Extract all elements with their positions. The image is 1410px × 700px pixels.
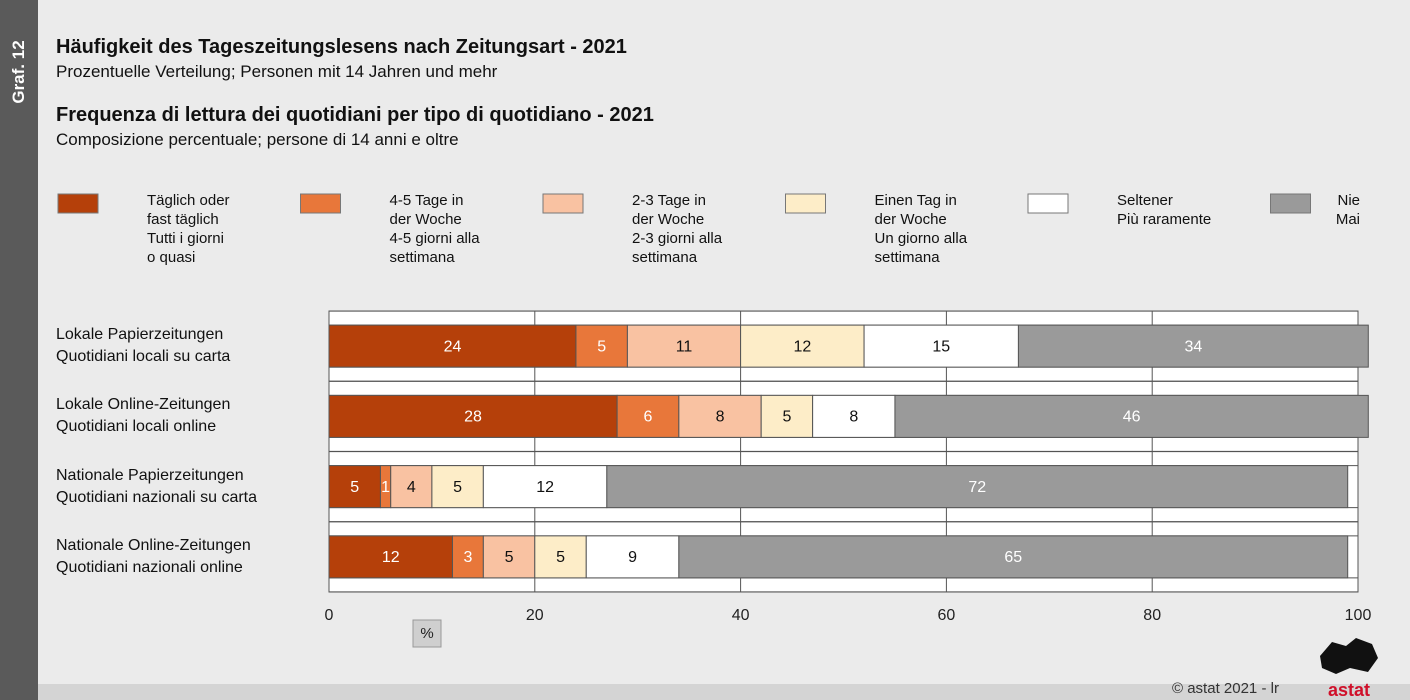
legend-label: 2-3 Tage in der Woche 2-3 giorni alla se… bbox=[632, 192, 723, 266]
category-label: Nationale Papierzeitungen Quotidiani naz… bbox=[56, 466, 258, 506]
legend-swatch bbox=[1270, 193, 1311, 214]
bar-segment bbox=[328, 465, 381, 509]
legend-swatch bbox=[1027, 193, 1069, 214]
bar-segment bbox=[616, 394, 680, 438]
category-label: Lokale Online-Zeitungen Quotidiani local… bbox=[56, 396, 231, 436]
x-tick-label: 40 bbox=[732, 607, 750, 624]
bar-value-label: 72 bbox=[968, 479, 986, 496]
bar-segment bbox=[575, 324, 628, 368]
bar-value-label: 9 bbox=[628, 549, 637, 566]
bar-value-label: 65 bbox=[1004, 549, 1022, 566]
chart-subtitle-it: Composizione percentuale; persone di 14 … bbox=[56, 130, 459, 149]
legend-label: Täglich oder fast täglich Tutti i giorni… bbox=[147, 192, 230, 266]
category-label: Nationale Online-Zeitungen Quotidiani na… bbox=[56, 536, 251, 576]
bar-segment bbox=[1017, 324, 1369, 368]
logo-shape bbox=[1320, 638, 1378, 674]
bar-value-label: 5 bbox=[453, 479, 462, 496]
legend-swatch bbox=[542, 193, 584, 214]
bar-value-label: 11 bbox=[676, 338, 693, 355]
bar-segment bbox=[585, 535, 680, 579]
logo: astat bbox=[1328, 680, 1371, 700]
legend-label: Nie Mai bbox=[1335, 192, 1360, 228]
bar-value-label: 6 bbox=[644, 409, 653, 426]
x-label-box bbox=[412, 619, 442, 648]
x-tick-label: 60 bbox=[938, 607, 956, 624]
bar-segment bbox=[678, 535, 1349, 579]
x-tick-label: 80 bbox=[1143, 607, 1161, 624]
bar-value-label: 4 bbox=[407, 479, 416, 496]
bar-segment bbox=[812, 394, 896, 438]
footer-bar bbox=[38, 684, 1410, 700]
bar-value-label: 8 bbox=[716, 409, 725, 426]
bar-value-label: 12 bbox=[793, 338, 811, 355]
legend-swatch bbox=[57, 193, 99, 214]
bar-segment bbox=[451, 535, 484, 579]
bar-value-label: 5 bbox=[350, 479, 359, 496]
legend-label: 4-5 Tage in der Woche 4-5 giorni alla se… bbox=[389, 192, 480, 266]
bar-value-label: 12 bbox=[382, 549, 400, 566]
bar-segment bbox=[626, 324, 742, 368]
bar-segment bbox=[328, 535, 453, 579]
legend-label: Einen Tag in der Woche Un giorno alla se… bbox=[874, 192, 968, 266]
bar-segment bbox=[863, 324, 1019, 368]
chart-title: Häufigkeit des Tageszeitungslesens nach … bbox=[56, 36, 627, 58]
category-label: Lokale Papierzeitungen Quotidiani locali… bbox=[56, 326, 231, 366]
x-tick-label: 100 bbox=[1345, 607, 1372, 624]
bar-value-label: 12 bbox=[536, 479, 554, 496]
chart-title-it: Frequenza di lettura dei quotidiani per … bbox=[56, 104, 654, 126]
bar-segment bbox=[390, 465, 433, 509]
x-label: % bbox=[420, 625, 433, 642]
bar-segment bbox=[606, 465, 1349, 509]
bar-value-label: 5 bbox=[505, 549, 514, 566]
side-strip bbox=[0, 0, 38, 700]
logo-blob bbox=[1320, 638, 1378, 674]
bar-value-label: 5 bbox=[597, 338, 606, 355]
bar-segment bbox=[678, 394, 762, 438]
bar-value-label: 8 bbox=[849, 409, 858, 426]
bar-value-label: 5 bbox=[556, 549, 565, 566]
legend-label: Seltener Più raramente bbox=[1117, 192, 1212, 228]
bar-value-label: 3 bbox=[463, 549, 472, 566]
bar-value-label: 24 bbox=[444, 338, 462, 355]
chart-subtitle: Prozentuelle Verteilung; Personen mit 14… bbox=[56, 62, 498, 81]
bar-value-label: 46 bbox=[1123, 409, 1141, 426]
bar-value-label: 1 bbox=[381, 479, 390, 496]
bar-value-label: 28 bbox=[464, 409, 482, 426]
bar-segment bbox=[894, 394, 1369, 438]
x-tick-label: 0 bbox=[325, 607, 334, 624]
bar-segment bbox=[431, 465, 484, 509]
legend-swatch bbox=[300, 193, 341, 214]
bar-segment bbox=[740, 324, 865, 368]
bar-segment bbox=[328, 394, 618, 438]
bar-value-label: 5 bbox=[782, 409, 791, 426]
bar-value-label: 15 bbox=[932, 338, 950, 355]
footer: © astat 2021 - lr bbox=[1172, 680, 1279, 697]
bar-value-label: 34 bbox=[1184, 338, 1202, 355]
legend-swatch bbox=[785, 193, 826, 214]
bar-segment bbox=[534, 535, 587, 579]
x-tick-label: 20 bbox=[526, 607, 544, 624]
bar-segment bbox=[760, 394, 814, 438]
